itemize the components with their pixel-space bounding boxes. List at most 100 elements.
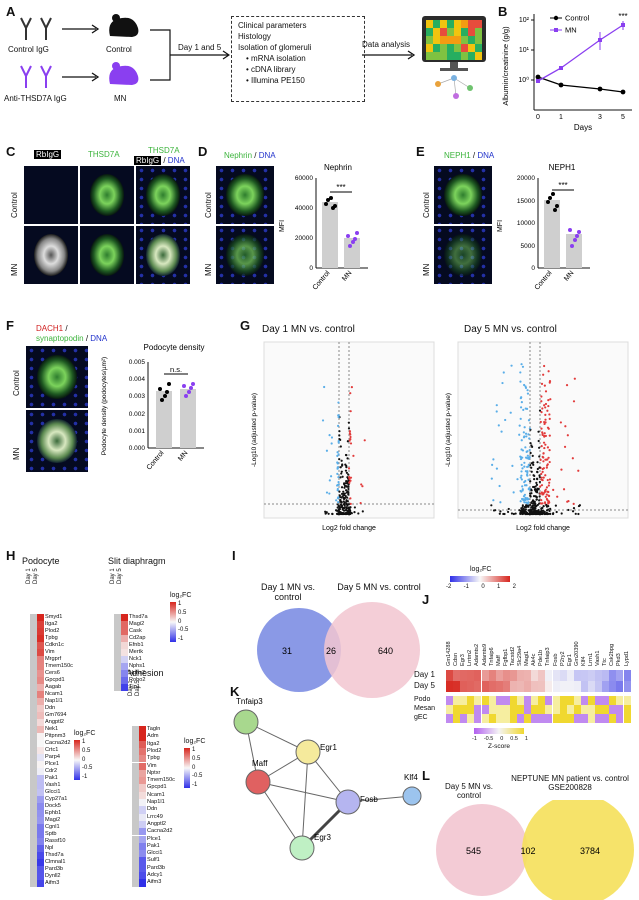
gene-label: Angptl2 <box>45 719 64 725</box>
f-ytick: 0.001 <box>129 428 146 435</box>
volcano-point <box>540 472 543 475</box>
volcano-point <box>545 466 548 469</box>
gene-label: Ttc <box>602 658 609 666</box>
volcano-point <box>353 510 356 514</box>
heatmap-cell <box>132 828 139 836</box>
legend-tick: -1 <box>82 774 88 781</box>
heatmap-cell <box>559 696 567 705</box>
volcano-point <box>343 482 346 485</box>
volcano-point <box>540 478 543 481</box>
heatmap-cell <box>139 791 146 799</box>
heatmap-cell <box>454 52 461 60</box>
heatmap-cell <box>467 681 475 692</box>
heatmap-cell <box>475 28 482 36</box>
arrow-icon <box>62 24 100 34</box>
h-legend-title: log₂FC <box>184 738 206 745</box>
heatmap-cell <box>30 670 37 677</box>
l-venn: 545 102 3784 <box>436 800 634 900</box>
volcano-point <box>344 453 348 457</box>
heatmap-cell <box>132 733 139 741</box>
volcano-point <box>339 438 342 441</box>
volcano-point <box>527 509 531 512</box>
volcano-point <box>572 502 575 505</box>
micrograph <box>434 166 492 224</box>
heatmap-cell <box>37 789 44 796</box>
volcano-point <box>328 492 331 495</box>
volcano-point <box>527 419 531 422</box>
heatmap-cell <box>37 873 44 880</box>
volcano-point <box>535 495 538 499</box>
gene-label: Plce1 <box>45 761 59 767</box>
volcano-point <box>337 441 340 444</box>
gene-label: Pde1b <box>538 649 545 666</box>
d-header-dna: DNA <box>258 151 276 160</box>
heatmap-cell <box>623 696 631 705</box>
heatmap-cell <box>426 36 433 44</box>
heatmap-cell <box>132 813 139 821</box>
legend-tick: 1 <box>192 747 196 753</box>
volcano-point <box>502 371 505 374</box>
volcano-point <box>342 496 345 500</box>
volcano-point <box>532 463 535 466</box>
heatmap-cell <box>616 714 624 723</box>
gene-label: Fosb <box>552 653 559 666</box>
legend-tick: 1 <box>524 736 528 742</box>
heatmap-cell <box>132 747 139 756</box>
g-volcano-plots: Log2 fold change Log2 fold change -Log10… <box>251 341 629 532</box>
heatmap-cell <box>30 782 37 789</box>
volcano-point <box>542 467 545 470</box>
legend-tick: 1 <box>496 584 501 590</box>
volcano-point <box>531 454 534 457</box>
volcano-point <box>544 413 547 417</box>
heatmap-cell <box>447 20 454 28</box>
arrow-icon <box>62 72 100 82</box>
volcano-point <box>530 506 533 509</box>
volcano-point <box>572 400 576 403</box>
volcano-point <box>328 479 331 482</box>
heatmap-cell <box>30 649 37 656</box>
heatmap-cell <box>30 789 37 796</box>
volcano-point <box>546 446 550 449</box>
volcano-point <box>499 501 502 504</box>
volcano-point <box>507 507 510 511</box>
heatmap-cell <box>30 852 37 859</box>
volcano-point <box>520 439 523 442</box>
legend-tick: -1 <box>178 636 184 643</box>
volcano-point <box>548 494 551 498</box>
heatmap-cell <box>37 712 44 719</box>
heatmap-cell <box>114 621 121 628</box>
volcano-point <box>336 497 340 500</box>
f-xtick: MN <box>177 450 189 463</box>
node-maff <box>245 769 271 795</box>
legend-tick: 0 <box>178 618 182 625</box>
volcano-point <box>540 484 544 487</box>
volcano-point <box>538 502 541 505</box>
heatmap-cell <box>531 696 539 705</box>
volcano-point <box>522 408 525 411</box>
volcano-point <box>537 508 540 512</box>
volcano-point <box>541 506 544 510</box>
gene-label: Robo2 <box>129 677 146 683</box>
venn-value: 31 <box>282 646 292 656</box>
venn-right <box>522 800 634 900</box>
volcano-point <box>518 424 521 427</box>
heatmap-cell <box>37 733 44 740</box>
volcano-point <box>560 512 563 515</box>
volcano-point <box>546 458 549 461</box>
volcano-point <box>527 433 530 436</box>
volcano-point <box>347 473 350 476</box>
volcano-point <box>548 481 551 484</box>
d-ytick: 40000 <box>295 205 313 212</box>
volcano-point <box>337 453 340 456</box>
gene-label: Ncam1 <box>45 691 63 697</box>
heatmap-cell <box>114 677 121 684</box>
g-title-day1: Day 1 MN vs. control <box>262 324 355 335</box>
l-left-label: Day 5 MN vs. control <box>444 782 493 800</box>
volcano-point <box>544 390 548 393</box>
volcano-point <box>342 509 346 512</box>
heatmap-cell <box>139 806 146 814</box>
volcano-point <box>537 487 540 491</box>
f-row-mn: MN <box>12 447 21 460</box>
heatmap-cell <box>453 670 461 681</box>
gene-label: Ncam1 <box>147 791 165 798</box>
